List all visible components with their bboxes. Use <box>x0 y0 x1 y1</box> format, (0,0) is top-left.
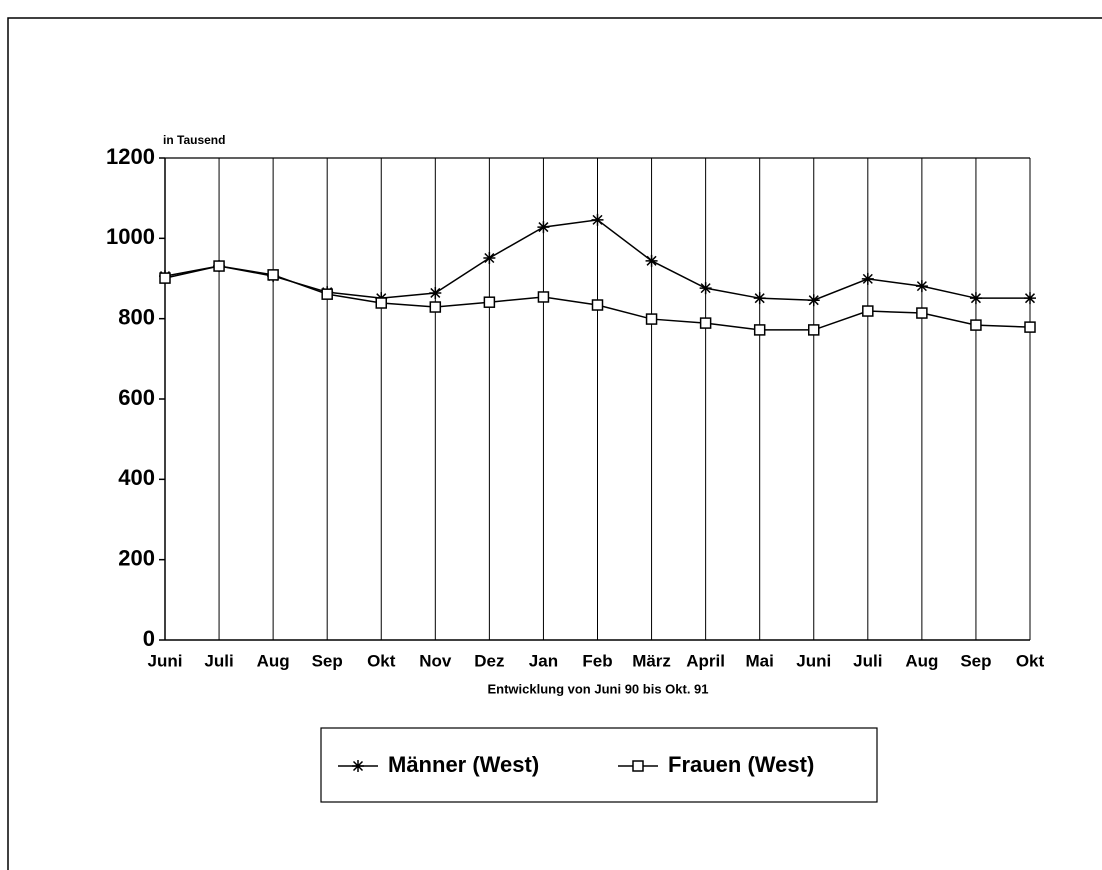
marker <box>159 272 171 284</box>
marker <box>753 324 766 336</box>
x-tick-label: Juli <box>204 651 233 670</box>
y-tick-label: 1200 <box>106 144 155 169</box>
marker <box>862 305 874 317</box>
x-tick-label: Juni <box>796 651 831 670</box>
y-tick-label: 0 <box>143 626 155 651</box>
marker <box>267 269 279 281</box>
marker <box>969 292 982 305</box>
marker <box>915 280 928 293</box>
x-tick-label: Mai <box>746 651 774 670</box>
x-tick-label: Juni <box>148 651 183 670</box>
marker <box>699 282 712 295</box>
marker <box>916 307 928 319</box>
y-tick-label: 1000 <box>106 224 155 249</box>
frame <box>7 17 1102 870</box>
marker <box>1024 292 1036 305</box>
y-tick-label: 400 <box>118 465 155 490</box>
marker <box>429 301 442 313</box>
marker <box>645 313 658 325</box>
marker <box>321 288 333 300</box>
y-tick-label: 800 <box>118 304 155 329</box>
x-tick-label: Sep <box>960 651 991 670</box>
legend-label: Männer (West) <box>388 752 539 777</box>
x-tick-label: Sep <box>312 651 343 670</box>
x-tick-label: Feb <box>582 651 612 670</box>
marker <box>699 317 712 329</box>
marker <box>861 272 874 285</box>
legend-box <box>320 727 878 803</box>
x-tick-label: Okt <box>367 651 396 670</box>
marker <box>1024 321 1036 333</box>
marker <box>537 291 550 303</box>
y-tick-label: 600 <box>118 385 155 410</box>
x-axis-label: Entwicklung von Juni 90 bis Okt. 91 <box>487 681 708 696</box>
marker <box>375 297 387 309</box>
x-tick-label: Okt <box>1016 651 1045 670</box>
marker <box>753 292 766 305</box>
marker <box>591 299 604 311</box>
marker <box>213 260 225 272</box>
x-tick-label: Jan <box>529 651 558 670</box>
marker <box>808 324 820 336</box>
marker <box>352 760 364 772</box>
marker <box>591 213 604 226</box>
x-tick-label: Aug <box>257 651 290 670</box>
legend-label: Frauen (West) <box>668 752 814 777</box>
x-tick-label: Nov <box>419 651 452 670</box>
x-tick-label: März <box>632 651 671 670</box>
marker <box>632 760 644 772</box>
marker <box>537 221 550 234</box>
y-tick-label: 200 <box>118 545 155 570</box>
x-tick-label: Aug <box>905 651 938 670</box>
marker <box>807 294 820 307</box>
x-tick-label: Juli <box>853 651 882 670</box>
marker <box>483 252 496 265</box>
y-axis-label: in Tausend <box>163 133 225 147</box>
marker <box>645 254 658 267</box>
x-tick-label: Dez <box>474 651 504 670</box>
marker <box>970 319 982 331</box>
x-tick-label: April <box>686 651 725 670</box>
marker <box>483 296 496 308</box>
marker <box>429 286 442 299</box>
